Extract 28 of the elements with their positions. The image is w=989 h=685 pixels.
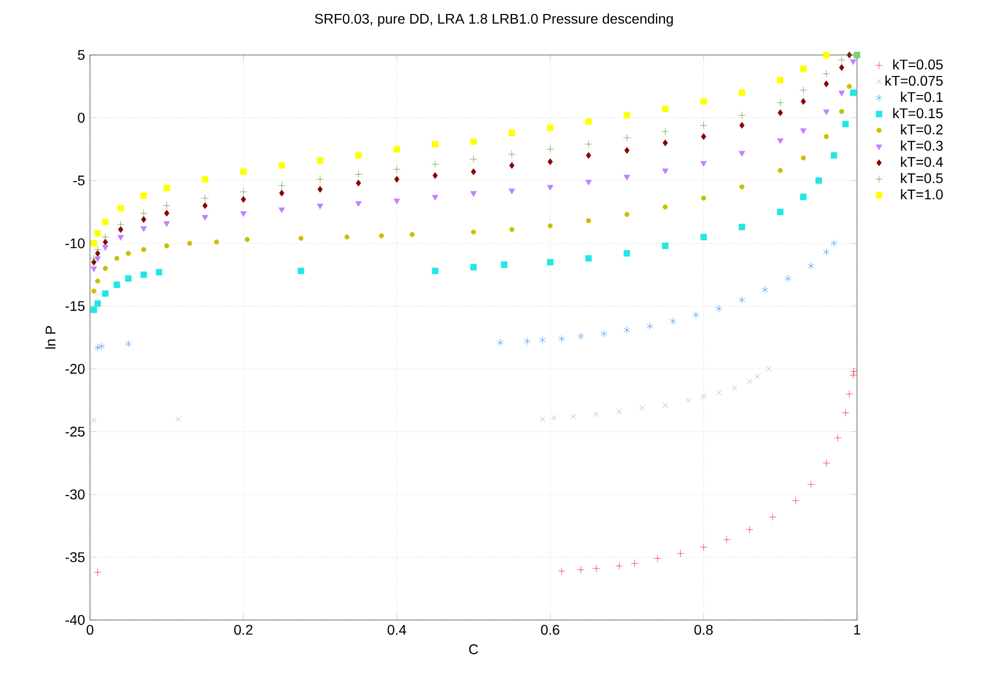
x-tick-label: 0.2 — [234, 624, 252, 635]
legend-label: kT=1.0 — [901, 189, 943, 200]
legend-label: kT=0.075 — [885, 75, 943, 86]
y-tick-label: -30 — [66, 489, 85, 500]
legend-label: kT=0.05 — [893, 59, 943, 70]
x-tick-label: 1 — [854, 624, 860, 634]
y-tick-label: -15 — [66, 301, 85, 311]
y-tick-label: -40 — [66, 615, 85, 625]
x-tick-label: 0.8 — [694, 624, 713, 635]
y-tick-label: 0 — [78, 112, 85, 123]
x-tick-label: 0 — [86, 624, 94, 635]
legend-label: kT=0.4 — [901, 156, 943, 167]
legend-label: kT=0.5 — [901, 172, 943, 184]
legend-label: kT=0.1 — [901, 92, 943, 102]
y-tick-label: -25 — [66, 426, 85, 437]
x-tick-label: 0.4 — [388, 624, 406, 635]
chart-title: SRF0.03, pure DD, LRA 1.8 LRB1.0 Pressure descending — [314, 13, 673, 27]
y-tick-label: -10 — [66, 238, 85, 248]
y-axis-title: ln P — [45, 326, 56, 349]
y-tick-label: -20 — [66, 364, 85, 374]
y-tick-label: -5 — [73, 176, 85, 186]
legend-label: kT=0.15 — [893, 108, 943, 118]
x-tick-label: 0.6 — [541, 624, 560, 635]
legend-label: kT=0.2 — [901, 124, 943, 134]
y-tick-label: 5 — [78, 50, 85, 60]
x-axis-title: C — [469, 644, 478, 654]
legend-label: kT=0.3 — [901, 140, 943, 151]
y-tick-label: -35 — [66, 552, 85, 562]
